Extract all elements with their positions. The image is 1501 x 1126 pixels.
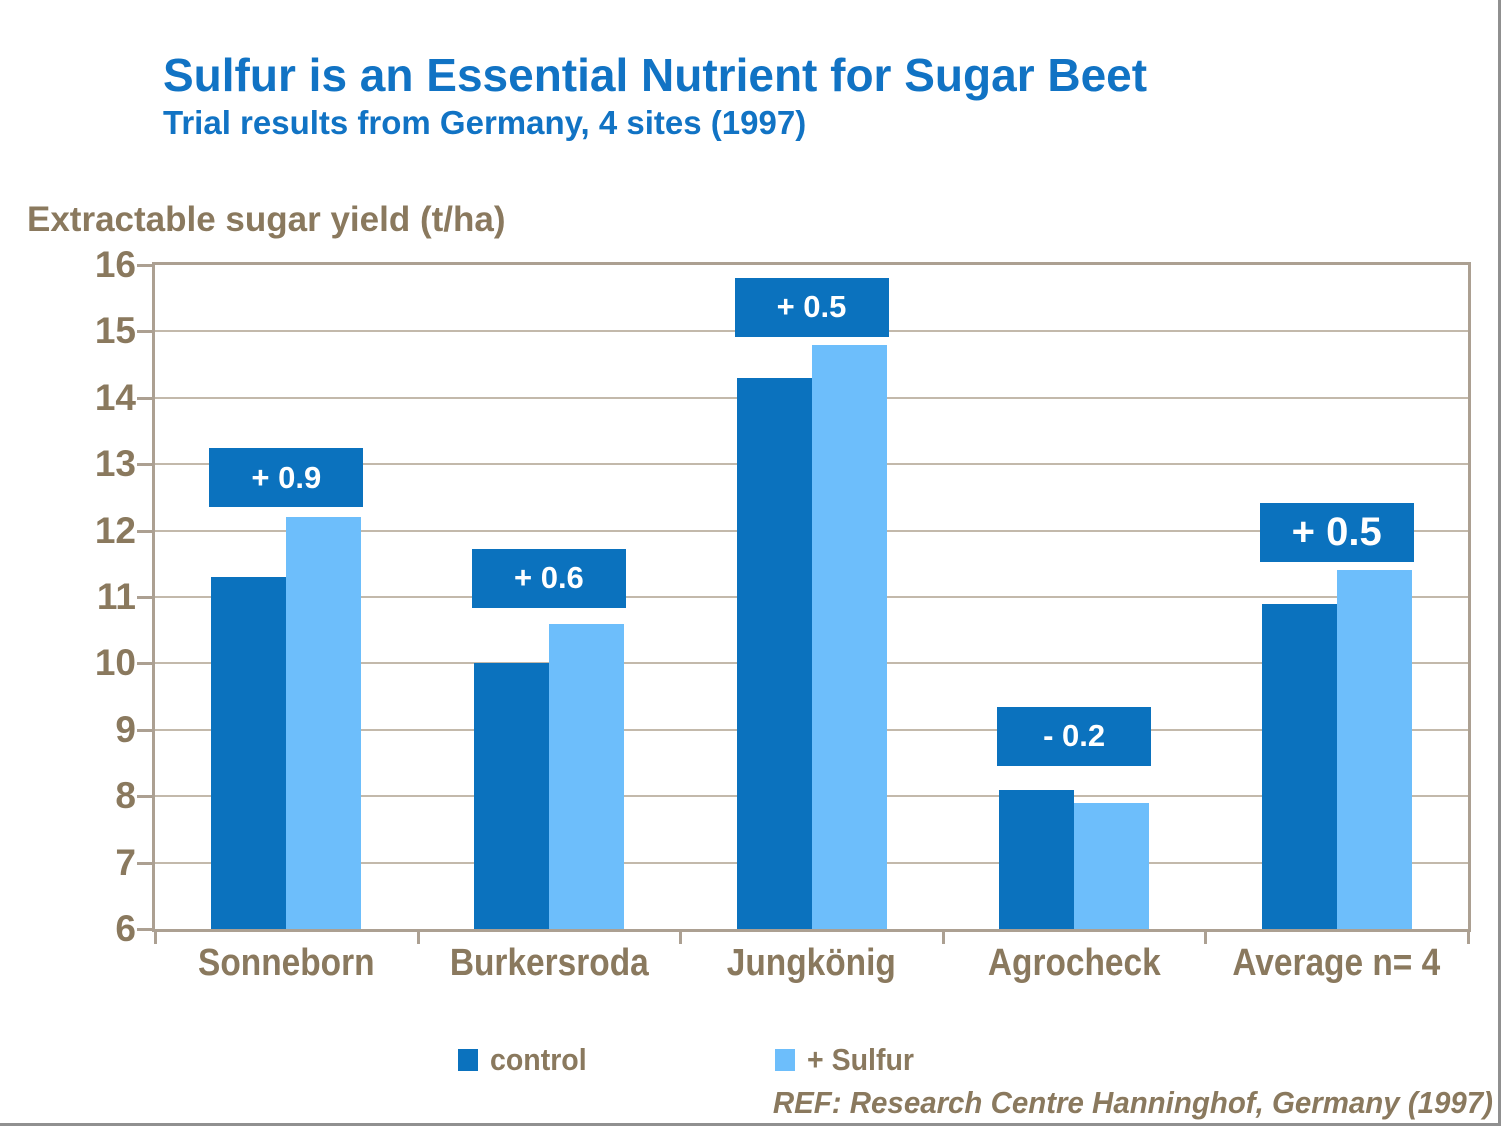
x-tick-4: [1204, 929, 1208, 944]
y-tick-label-8: 8: [115, 775, 136, 817]
bar-control-burkersroda: [473, 663, 549, 929]
x-label-jungkönig: Jungkönig: [726, 942, 897, 984]
legend-item-sulfur: + Sulfur: [775, 1042, 923, 1078]
y-tick-11: [137, 596, 152, 599]
y-tick-15: [137, 330, 152, 334]
y-tick-8: [137, 795, 152, 799]
page-title: Sulfur is an Essential Nutrient for Suga…: [163, 49, 1148, 101]
control-color-swatch: [458, 1049, 478, 1071]
legend-label-sulfur: + Sulfur: [807, 1042, 914, 1077]
reference-text: REF: Research Centre Hanninghof, Germany…: [772, 1085, 1493, 1120]
y-tick-12: [137, 529, 152, 533]
y-tick-10: [137, 662, 152, 666]
y-tick-label-14: 14: [94, 376, 136, 418]
bar-sulfur-sonneborn: [286, 517, 362, 929]
y-tick-label-16: 16: [94, 244, 136, 285]
x-tick-3: [941, 929, 945, 944]
bar-control-jungkönig: [736, 377, 812, 929]
legend-item-control: control: [458, 1042, 595, 1078]
y-tick-label-7: 7: [115, 841, 136, 883]
x-tick-0: [154, 929, 157, 944]
legend-label-control: control: [490, 1042, 587, 1077]
x-label-sonneborn: Sonneborn: [198, 942, 375, 984]
y-tick-label-12: 12: [94, 509, 136, 551]
bar-sulfur-burkersroda: [548, 623, 624, 929]
x-label-burkersroda: Burkersroda: [449, 942, 649, 984]
y-tick-7: [137, 861, 152, 865]
bar-control-agrocheck: [999, 789, 1075, 929]
x-tick-5: [1467, 929, 1470, 944]
bar-sulfur-jungkönig: [811, 344, 887, 929]
y-tick-label-9: 9: [115, 708, 136, 750]
delta-label-agrocheck: - 0.2: [997, 706, 1152, 766]
delta-label-burkersroda: + 0.6: [471, 548, 626, 608]
x-label-agrocheck: Agrocheck: [987, 942, 1161, 984]
y-tick-13: [137, 463, 152, 467]
y-axis-title: Extractable sugar yield (t/ha): [27, 200, 506, 239]
x-label-average-n-4: Average n= 4: [1232, 942, 1441, 984]
sulfur-color-swatch: [775, 1049, 795, 1071]
y-tick-label-11: 11: [96, 576, 136, 617]
y-tick-label-6: 6: [115, 908, 136, 949]
delta-label-sonneborn: + 0.9: [209, 448, 364, 508]
bar-control-average-n-4: [1261, 603, 1337, 929]
x-tick-2: [679, 929, 683, 944]
plot-area: + 0.9 + 0.6 + 0.5 - 0.2 + 0.5: [152, 262, 1471, 932]
y-tick-14: [137, 396, 152, 400]
bar-sulfur-agrocheck: [1074, 802, 1150, 929]
y-tick-16: [137, 264, 152, 267]
page-subtitle: Trial results from Germany, 4 sites (199…: [163, 104, 807, 141]
y-tick-9: [137, 728, 152, 732]
delta-label-average-n-4: + 0.5: [1259, 503, 1414, 563]
bar-sulfur-average-n-4: [1336, 570, 1412, 929]
y-tick-label-15: 15: [94, 310, 136, 352]
y-tick-6: [137, 928, 152, 931]
delta-label-jungkönig: + 0.5: [734, 277, 889, 337]
bar-control-sonneborn: [211, 577, 287, 929]
x-tick-1: [416, 929, 420, 944]
y-tick-label-13: 13: [94, 443, 136, 485]
y-tick-label-10: 10: [94, 642, 136, 684]
